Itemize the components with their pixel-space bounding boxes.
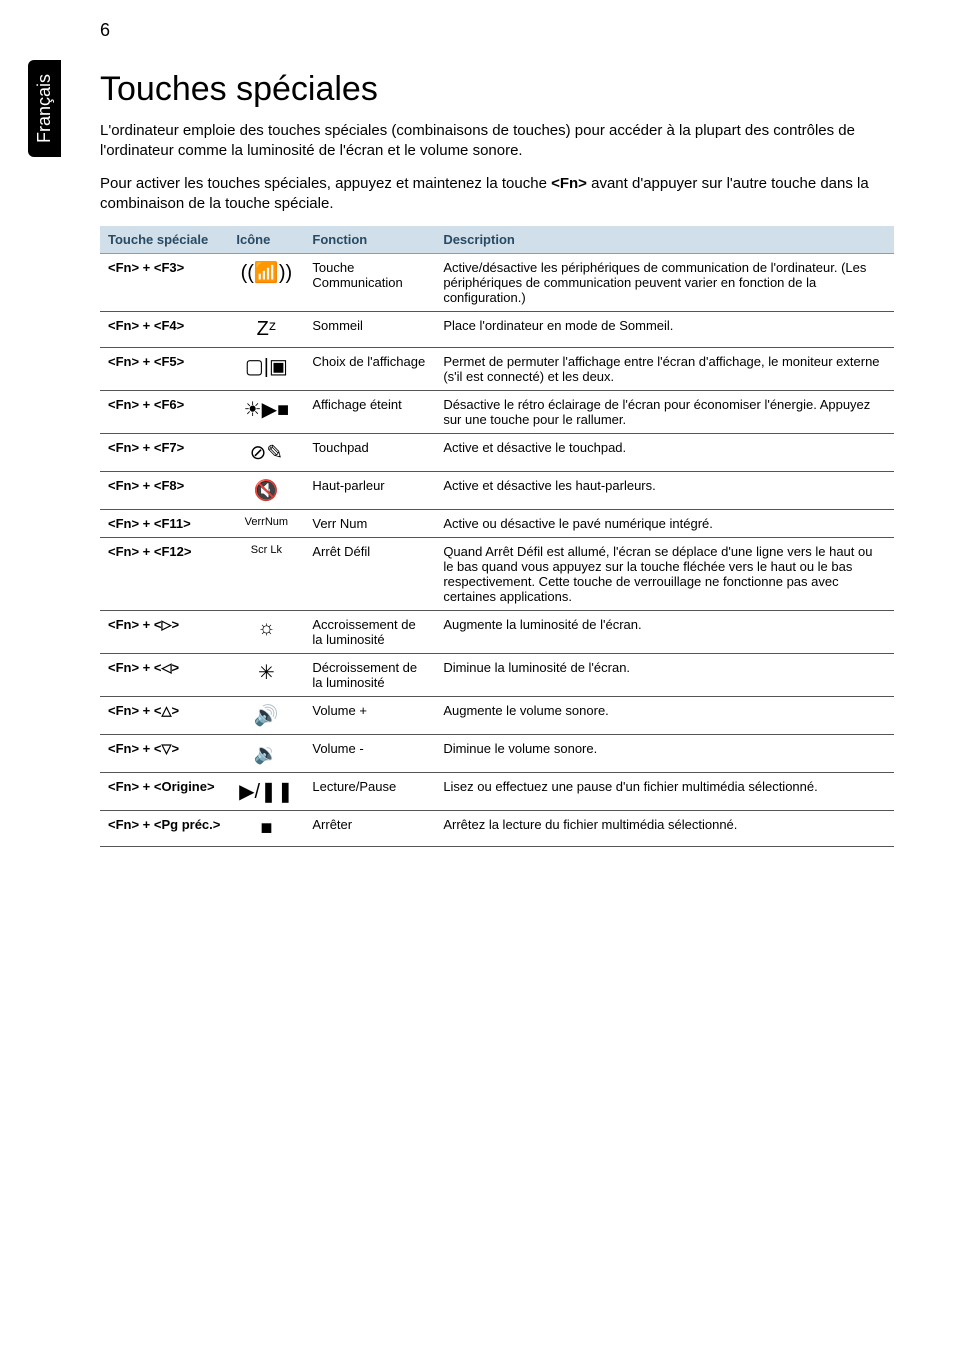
cell-description: Augmente le volume sonore. [435, 697, 894, 735]
cell-icon: 🔇 [228, 472, 304, 510]
cell-description: Désactive le rétro éclairage de l'écran … [435, 391, 894, 434]
col-touche: Touche spéciale [100, 226, 228, 254]
table-row: <Fn> + <F6>☀▶■Affichage éteintDésactive … [100, 391, 894, 434]
cell-key: <Fn> + <▽> [100, 735, 228, 773]
cell-function: Touchpad [304, 434, 435, 472]
col-fonction: Fonction [304, 226, 435, 254]
table-row: <Fn> + <F3>((📶))Touche CommunicationActi… [100, 254, 894, 312]
cell-key: <Fn> + <F6> [100, 391, 228, 434]
cell-key: <Fn> + <F8> [100, 472, 228, 510]
cell-function: Décroissement de la luminosité [304, 654, 435, 697]
cell-icon: ▶/❚❚ [228, 773, 304, 811]
cell-key: <Fn> + <F11> [100, 510, 228, 538]
cell-description: Place l'ordinateur en mode de Sommeil. [435, 312, 894, 348]
cell-key: <Fn> + <F4> [100, 312, 228, 348]
cell-description: Active ou désactive le pavé numérique in… [435, 510, 894, 538]
intro-paragraph-1: L'ordinateur emploie des touches spécial… [100, 121, 894, 162]
page-number: 6 [100, 20, 110, 41]
cell-icon: ■ [228, 811, 304, 847]
cell-icon: 🔊 [228, 697, 304, 735]
col-description: Description [435, 226, 894, 254]
table-row: <Fn> + <F7>⊘✎TouchpadActive et désactive… [100, 434, 894, 472]
table-row: <Fn> + <F8>🔇Haut-parleurActive et désact… [100, 472, 894, 510]
cell-key: <Fn> + <Origine> [100, 773, 228, 811]
cell-icon: Scr Lk [228, 538, 304, 611]
cell-key: <Fn> + <F3> [100, 254, 228, 312]
cell-icon: VerrNum [228, 510, 304, 538]
table-row: <Fn> + <F4>ZᶻSommeilPlace l'ordinateur e… [100, 312, 894, 348]
cell-function: Touche Communication [304, 254, 435, 312]
cell-description: Arrêtez la lecture du fichier multimédia… [435, 811, 894, 847]
col-icone: Icône [228, 226, 304, 254]
cell-key: <Fn> + <F5> [100, 348, 228, 391]
table-row: <Fn> + <◁>✳Décroissement de la luminosit… [100, 654, 894, 697]
table-row: <Fn> + <△>🔊Volume +Augmente le volume so… [100, 697, 894, 735]
cell-function: Sommeil [304, 312, 435, 348]
cell-icon: ((📶)) [228, 254, 304, 312]
table-row: <Fn> + <▽>🔉Volume -Diminue le volume son… [100, 735, 894, 773]
cell-icon: 🔉 [228, 735, 304, 773]
cell-function: Volume + [304, 697, 435, 735]
table-row: <Fn> + <Origine>▶/❚❚Lecture/PauseLisez o… [100, 773, 894, 811]
cell-key: <Fn> + <△> [100, 697, 228, 735]
cell-icon: Zᶻ [228, 312, 304, 348]
cell-description: Active et désactive le touchpad. [435, 434, 894, 472]
table-header-row: Touche spéciale Icône Fonction Descripti… [100, 226, 894, 254]
cell-function: Accroissement de la luminosité [304, 611, 435, 654]
cell-function: Arrêt Défil [304, 538, 435, 611]
cell-description: Lisez ou effectuez une pause d'un fichie… [435, 773, 894, 811]
cell-function: Volume - [304, 735, 435, 773]
cell-description: Quand Arrêt Défil est allumé, l'écran se… [435, 538, 894, 611]
intro2-text-a: Pour activer les touches spéciales, appu… [100, 175, 551, 192]
language-tab: Français [28, 60, 61, 157]
cell-description: Diminue le volume sonore. [435, 735, 894, 773]
table-row: <Fn> + <F5>▢|▣Choix de l'affichagePermet… [100, 348, 894, 391]
cell-function: Affichage éteint [304, 391, 435, 434]
table-row: <Fn> + <F11>VerrNumVerr NumActive ou dés… [100, 510, 894, 538]
page-title: Touches spéciales [100, 70, 894, 109]
cell-key: <Fn> + <F7> [100, 434, 228, 472]
cell-icon: ✳ [228, 654, 304, 697]
cell-key: <Fn> + <▷> [100, 611, 228, 654]
cell-description: Diminue la luminosité de l'écran. [435, 654, 894, 697]
cell-description: Active/désactive les périphériques de co… [435, 254, 894, 312]
cell-function: Arrêter [304, 811, 435, 847]
cell-icon: ▢|▣ [228, 348, 304, 391]
cell-description: Permet de permuter l'affichage entre l'é… [435, 348, 894, 391]
cell-icon: ☀▶■ [228, 391, 304, 434]
cell-icon: ⊘✎ [228, 434, 304, 472]
cell-description: Active et désactive les haut-parleurs. [435, 472, 894, 510]
cell-description: Augmente la luminosité de l'écran. [435, 611, 894, 654]
cell-key: <Fn> + <F12> [100, 538, 228, 611]
table-row: <Fn> + <▷>☼Accroissement de la luminosit… [100, 611, 894, 654]
intro2-key: <Fn> [551, 175, 587, 192]
cell-function: Lecture/Pause [304, 773, 435, 811]
cell-key: <Fn> + <◁> [100, 654, 228, 697]
cell-function: Choix de l'affichage [304, 348, 435, 391]
intro-paragraph-2: Pour activer les touches spéciales, appu… [100, 174, 894, 215]
cell-function: Haut-parleur [304, 472, 435, 510]
cell-key: <Fn> + <Pg préc.> [100, 811, 228, 847]
table-row: <Fn> + <Pg préc.>■ArrêterArrêtez la lect… [100, 811, 894, 847]
cell-icon: ☼ [228, 611, 304, 654]
hotkeys-table: Touche spéciale Icône Fonction Descripti… [100, 226, 894, 847]
table-row: <Fn> + <F12>Scr LkArrêt DéfilQuand Arrêt… [100, 538, 894, 611]
cell-function: Verr Num [304, 510, 435, 538]
